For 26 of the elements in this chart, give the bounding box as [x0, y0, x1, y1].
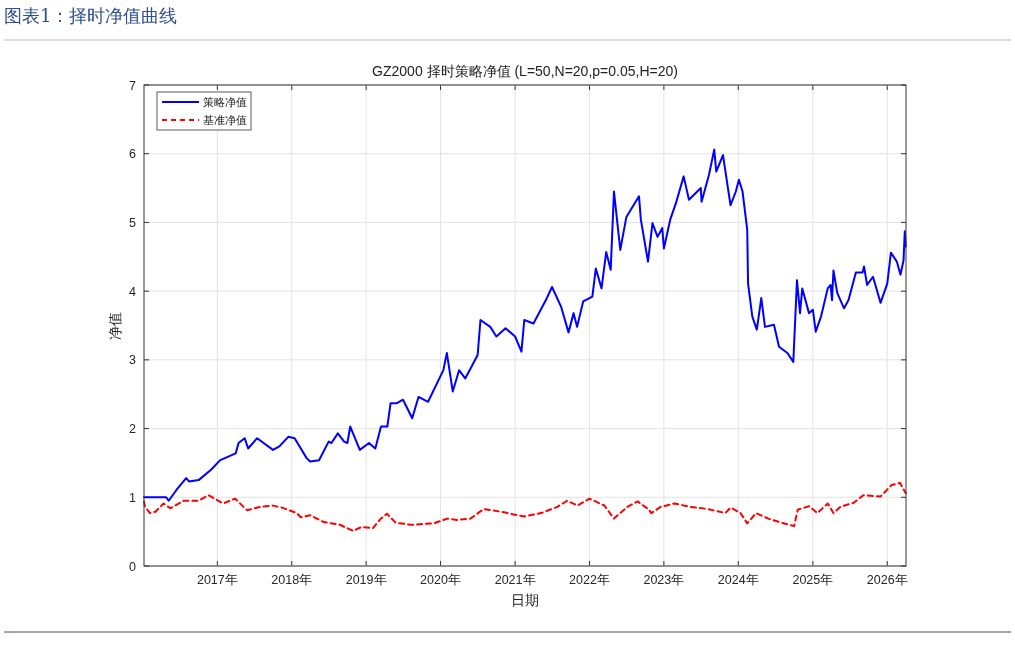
x-tick-label: 2020年 — [420, 573, 461, 587]
y-axis-title: 净值 — [108, 311, 123, 340]
y-tick-label: 1 — [129, 490, 137, 505]
y-tick-label: 4 — [129, 284, 137, 299]
x-tick-label: 2026年 — [866, 573, 908, 587]
legend-label: 策略净值 — [203, 96, 247, 109]
legend-label: 基准净值 — [203, 114, 247, 127]
x-tick-label: 2024年 — [717, 573, 759, 587]
y-tick-label: 2 — [129, 422, 137, 437]
line-series — [143, 148, 907, 502]
x-tick-label: 2019年 — [345, 573, 387, 587]
y-tick-label: 3 — [129, 353, 137, 368]
y-tick-label: 5 — [129, 215, 137, 230]
x-tick-label: 2022年 — [569, 573, 610, 587]
y-tick-label: 0 — [129, 559, 137, 574]
x-axis-title: 日期 — [511, 593, 539, 608]
x-tick-label: 2017年 — [196, 573, 238, 587]
x-tick-label: 2025年 — [792, 573, 834, 587]
chart-subtitle: GZ2000 择时策略净值 (L=50,N=20,p=0.05,H=20) — [372, 63, 678, 79]
x-tick-label: 2018年 — [271, 573, 313, 587]
line-series — [143, 481, 907, 532]
x-tick-label: 2023年 — [643, 573, 685, 587]
chart-title: 图表1：择时净值曲线 — [4, 5, 178, 26]
x-tick-label: 2021年 — [494, 573, 536, 587]
y-tick-label: 6 — [129, 147, 137, 162]
y-tick-label: 7 — [129, 78, 137, 93]
